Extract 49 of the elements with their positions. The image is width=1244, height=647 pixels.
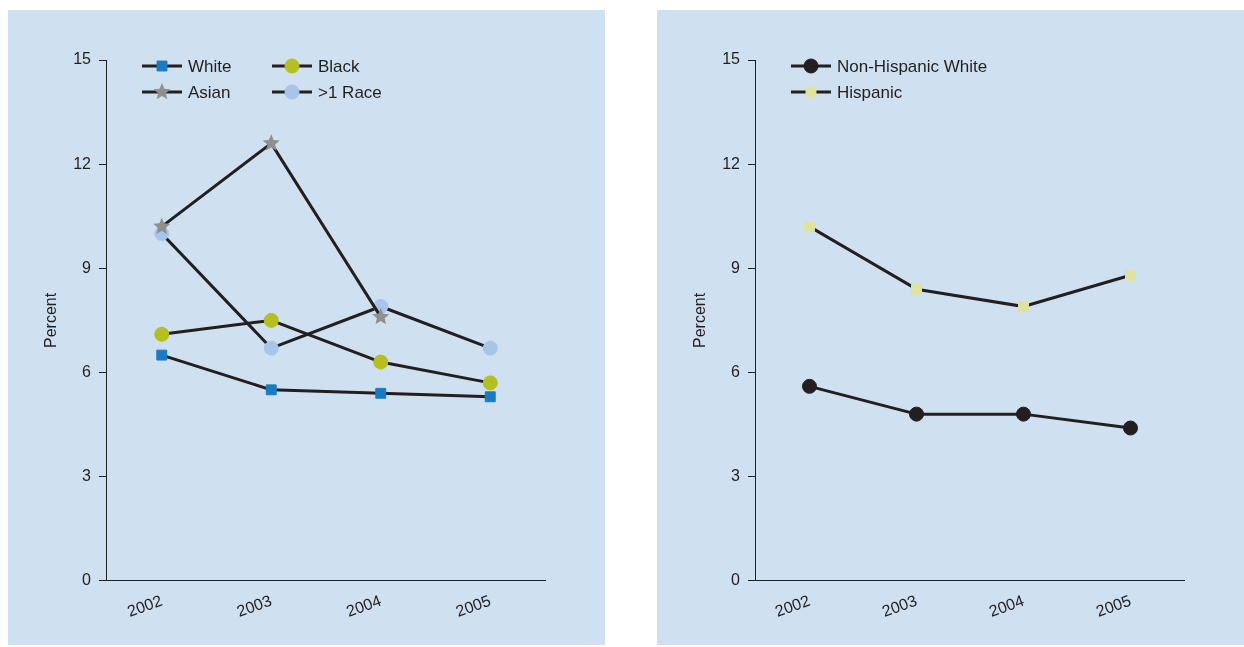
point <box>156 349 168 361</box>
legend-label: Non-Hispanic White <box>837 56 988 76</box>
y-tick-label: 3 <box>731 467 741 485</box>
point <box>1123 420 1138 436</box>
y-tick-label: 9 <box>82 258 92 276</box>
x-tick-label: 2005 <box>453 591 493 620</box>
point <box>909 406 924 422</box>
y-axis-title: Percent <box>691 292 709 348</box>
x-tick-label: 2004 <box>344 591 384 620</box>
point <box>154 326 170 342</box>
point <box>482 375 498 391</box>
y-tick-label: 15 <box>73 50 92 68</box>
y-tick-label: 6 <box>82 362 92 380</box>
legend-label: Black <box>318 56 361 76</box>
legend-label: >1 Race <box>318 82 382 102</box>
x-tick-label: 2003 <box>879 591 920 620</box>
point <box>804 221 815 233</box>
legend-label: Asian <box>188 82 231 102</box>
point <box>1125 269 1136 281</box>
y-tick-label: 12 <box>722 154 741 172</box>
legend-label: White <box>188 56 232 76</box>
point <box>375 387 387 399</box>
y-tick-label: 15 <box>722 50 741 68</box>
y-tick-label: 3 <box>82 467 92 485</box>
point <box>263 340 279 356</box>
point <box>484 391 496 403</box>
point <box>1018 301 1029 312</box>
y-tick-label: 0 <box>731 571 741 589</box>
point <box>802 378 817 394</box>
point <box>265 384 277 396</box>
y-tick-label: 9 <box>731 258 741 276</box>
y-tick-label: 6 <box>731 362 741 380</box>
y-tick-label: 0 <box>82 571 92 589</box>
point <box>482 340 498 356</box>
y-tick-label: 12 <box>73 154 92 172</box>
point <box>1016 406 1031 422</box>
x-tick-label: 2005 <box>1093 591 1134 620</box>
legend-label: Hispanic <box>837 82 903 102</box>
point <box>262 134 280 151</box>
point <box>372 307 390 325</box>
x-tick-label: 2002 <box>125 591 165 620</box>
x-tick-label: 2002 <box>772 591 813 620</box>
x-tick-label: 2004 <box>986 591 1027 620</box>
point <box>263 312 279 328</box>
x-tick-label: 2003 <box>234 591 274 620</box>
point <box>911 283 922 295</box>
y-axis-title: Percent <box>42 292 60 348</box>
point <box>373 354 389 370</box>
point <box>153 217 171 234</box>
